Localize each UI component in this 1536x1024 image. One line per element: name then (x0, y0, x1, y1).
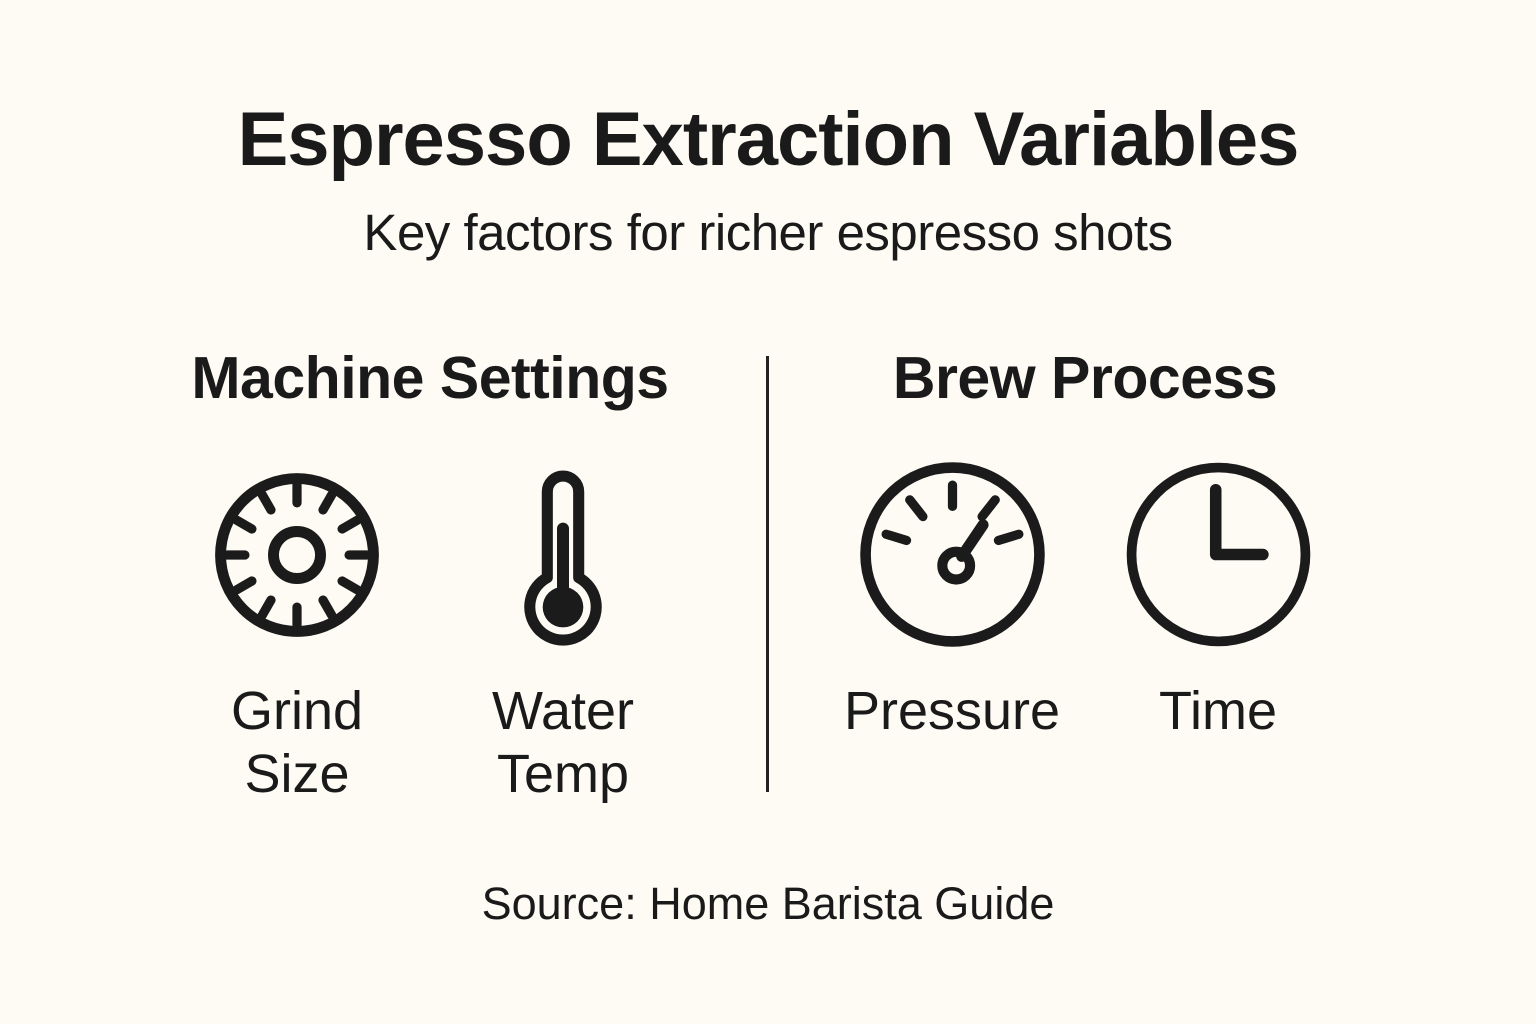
grind-dial-icon (213, 462, 381, 647)
feature-time: Time (1123, 462, 1313, 743)
source-note: Source: Home Barista Guide (481, 878, 1055, 929)
brew-process-features: Pressure Time (820, 462, 1350, 743)
grind-dial-icon-svg (215, 472, 379, 637)
thermometer-icon-svg (524, 470, 602, 646)
feature-pressure: Pressure (844, 462, 1060, 743)
clock-icon (1126, 462, 1311, 647)
section-brew-process: Brew Process Pressure (820, 346, 1350, 743)
feature-grind-size: Grind Size (202, 462, 392, 806)
column-divider (766, 356, 769, 792)
page-subtitle: Key factors for richer espresso shots (363, 204, 1173, 261)
pressure-gauge-icon (859, 462, 1045, 647)
page-title: Espresso Extraction Variables (237, 97, 1300, 182)
machine-settings-heading: Machine Settings (191, 345, 669, 411)
section-machine-settings: Machine Settings Grind Size (165, 346, 695, 806)
thermometer-icon (503, 462, 623, 647)
feature-water-temp: Water Temp (468, 462, 658, 806)
clock-icon-svg (1126, 462, 1310, 647)
pressure-gauge-icon-svg (859, 462, 1045, 647)
machine-settings-features: Grind Size Water Temp (165, 462, 695, 806)
water-temp-label: Water Temp (491, 681, 634, 804)
time-label: Time (1159, 681, 1277, 741)
brew-process-heading: Brew Process (892, 345, 1278, 411)
grind-size-label: Grind Size (230, 681, 364, 804)
pressure-label: Pressure (843, 681, 1061, 741)
